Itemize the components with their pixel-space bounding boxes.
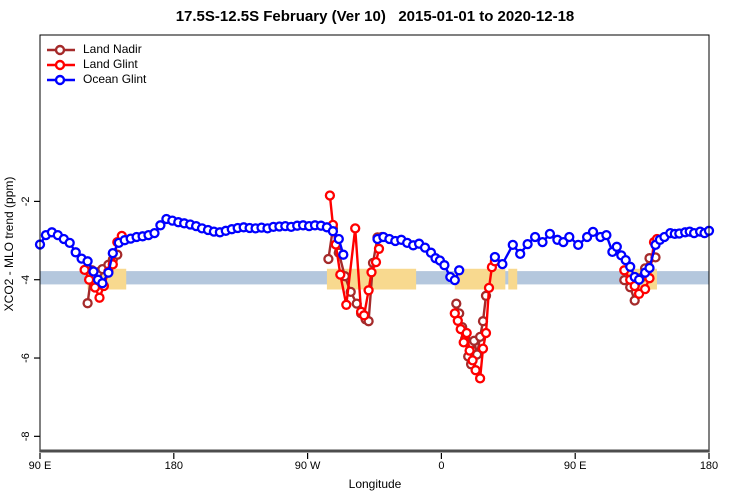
y-tick-label: -8: [20, 431, 32, 441]
land-nadir-line-circle-icon: [46, 44, 76, 56]
x-axis-title: Longitude: [348, 477, 402, 491]
y-tick-label: -6: [20, 353, 32, 363]
series-ocean-glint: [34, 213, 715, 289]
series-layer: [34, 190, 715, 384]
legend-label-land-glint: Land Glint: [83, 57, 138, 71]
x-tick-label: 180: [165, 460, 183, 472]
y-tick-label: -4: [20, 275, 32, 285]
x-tick-label: 90 E: [564, 460, 587, 472]
x-tick-label: 180: [700, 460, 718, 472]
x-tick-label: 0: [438, 460, 444, 472]
legend: Land Nadir Land Glint Ocean Glint: [46, 42, 146, 87]
y-tick-label: -2: [20, 197, 32, 207]
y-axis-title: XCO2 - MLO trend (ppm): [2, 177, 16, 312]
legend-item-land-glint: Land Glint: [46, 57, 146, 72]
legend-item-ocean-glint: Ocean Glint: [46, 72, 146, 87]
x-tick-label: 90 E: [29, 460, 52, 472]
chart-title: 17.5S-12.5S February (Ver 10) 2015-01-01…: [175, 8, 575, 25]
ocean-glint-line-circle-icon: [46, 74, 76, 86]
land-glint-line-circle-icon: [46, 59, 76, 71]
legend-label-ocean-glint: Ocean Glint: [83, 72, 147, 86]
legend-item-land-nadir: Land Nadir: [46, 42, 146, 57]
axis-layer: 90 E 180 90 W 0 90 E 180 -2 -4 -6 -8: [20, 34, 718, 472]
x-tick-label: 90 W: [295, 460, 321, 472]
series-land-nadir: [82, 223, 661, 370]
legend-label-land-nadir: Land Nadir: [83, 42, 142, 56]
land-mean-band: [508, 268, 518, 290]
